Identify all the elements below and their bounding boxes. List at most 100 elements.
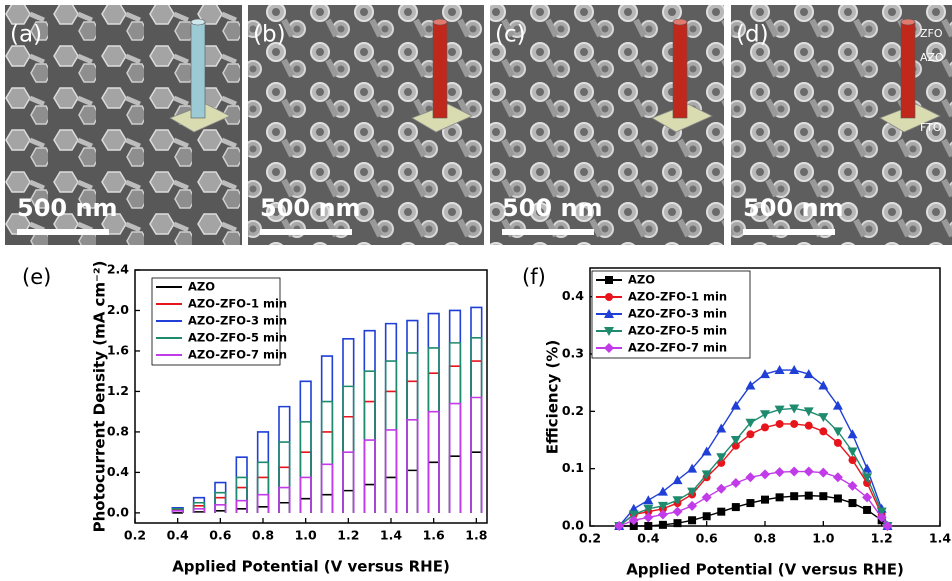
photocurrent-pulse (363, 370, 376, 513)
inset-rod (672, 21, 688, 119)
photocurrent-pulse (278, 486, 291, 513)
inset-label: FTO (920, 121, 942, 134)
legend-marker (605, 293, 613, 301)
plot-frame (134, 269, 488, 524)
photocurrent-pulse (342, 489, 355, 513)
data-point (643, 495, 654, 505)
data-point (848, 499, 857, 508)
panel-label: (f) (522, 265, 546, 289)
data-point (774, 405, 785, 415)
photocurrent-pulse (427, 410, 440, 513)
data-point (701, 446, 712, 456)
data-point (774, 467, 785, 478)
photocurrent-pulse (448, 342, 462, 513)
photocurrent-pulse (256, 431, 270, 513)
panel-label: (a) (10, 22, 42, 48)
panel-label: (d) (736, 22, 769, 48)
photocurrent-pulse (235, 508, 248, 513)
data-point (746, 499, 755, 508)
scale-bar-label: 500 nm (743, 194, 844, 222)
data-point (761, 423, 769, 432)
data-point (790, 492, 799, 501)
photocurrent-pulse (406, 469, 419, 513)
legend-label: AZO (628, 273, 655, 287)
data-point (745, 380, 756, 390)
y-tick-label: 0.8 (107, 423, 129, 438)
legend-label: AZO-ZFO-5 min (628, 324, 727, 338)
photocurrent-pulse (214, 503, 227, 513)
legend-marker (604, 309, 614, 318)
data-point (862, 473, 873, 483)
photocurrent-pulse (278, 501, 291, 513)
data-point (687, 487, 698, 497)
panel-label: (c) (495, 22, 526, 48)
legend-label: AZO-ZFO-5 min (188, 331, 287, 345)
data-point (628, 515, 639, 526)
photocurrent-pulse (299, 451, 312, 513)
data-point (789, 404, 800, 414)
data-point (832, 400, 843, 410)
photocurrent-pulse (320, 431, 334, 513)
scale-bar-label: 500 nm (17, 194, 118, 222)
data-point (847, 447, 858, 457)
data-point (672, 506, 683, 517)
photocurrent-pulse (427, 372, 440, 513)
photocurrent-pulse (470, 360, 483, 513)
data-point (819, 427, 828, 436)
data-point (657, 509, 668, 520)
data-point (687, 463, 698, 473)
data-point (657, 501, 668, 511)
x-tick-label: 0.6 (696, 531, 718, 546)
photocurrent-pulse (384, 429, 398, 513)
data-point (644, 522, 653, 530)
data-point (629, 522, 638, 530)
scale-bar-label: 500 nm (260, 194, 361, 222)
scale-bar (743, 229, 835, 235)
y-tick-label: 0.0 (562, 518, 584, 533)
x-tick-label: 0.6 (209, 528, 231, 543)
data-point (804, 421, 813, 430)
y-tick-label: 0.1 (562, 460, 584, 475)
data-point (882, 521, 893, 531)
photocurrent-pulse (342, 338, 355, 513)
data-point (832, 427, 843, 437)
y-tick-label: 1.2 (107, 383, 129, 398)
photocurrent-pulse (384, 476, 398, 513)
y-tick-label: 1.6 (107, 342, 129, 357)
legend-marker (605, 276, 613, 284)
x-tick-label: 0.2 (124, 528, 146, 543)
photocurrent-pulse (470, 451, 483, 513)
data-point (803, 466, 814, 477)
x-tick-label: 1.6 (423, 528, 445, 543)
x-tick-label: 1.2 (871, 531, 893, 546)
photocurrent-pulse (320, 463, 334, 513)
photocurrent-pulse (448, 309, 462, 513)
data-point (760, 369, 770, 379)
y-tick-label: 0.4 (107, 464, 129, 479)
data-point (643, 512, 654, 523)
x-tick-label: 0.2 (579, 531, 601, 546)
scale-bar (502, 229, 594, 235)
y-tick-label: 0.3 (562, 346, 584, 361)
legend-label: AZO-ZFO-3 min (628, 307, 727, 321)
inset-rod-top (672, 18, 688, 26)
data-point (745, 472, 756, 483)
legend-label: AZO-ZFO-7 min (628, 341, 727, 355)
inset-rod-top (190, 18, 206, 26)
data-point (657, 486, 668, 496)
photocurrent-pulse (299, 421, 312, 513)
data-point (701, 492, 712, 503)
data-point (731, 441, 740, 450)
data-point (730, 478, 741, 488)
data-point (863, 505, 872, 514)
data-point (673, 519, 682, 528)
x-tick-label: 1.4 (929, 531, 951, 546)
y-tick-label: 0.0 (107, 504, 129, 519)
y-tick-label: 2.0 (107, 302, 129, 317)
data-point (761, 495, 769, 504)
photocurrent-pulse (342, 451, 355, 513)
data-point (760, 469, 770, 480)
photocurrent-pulse (214, 510, 227, 513)
x-tick-label: 1.8 (465, 528, 487, 543)
